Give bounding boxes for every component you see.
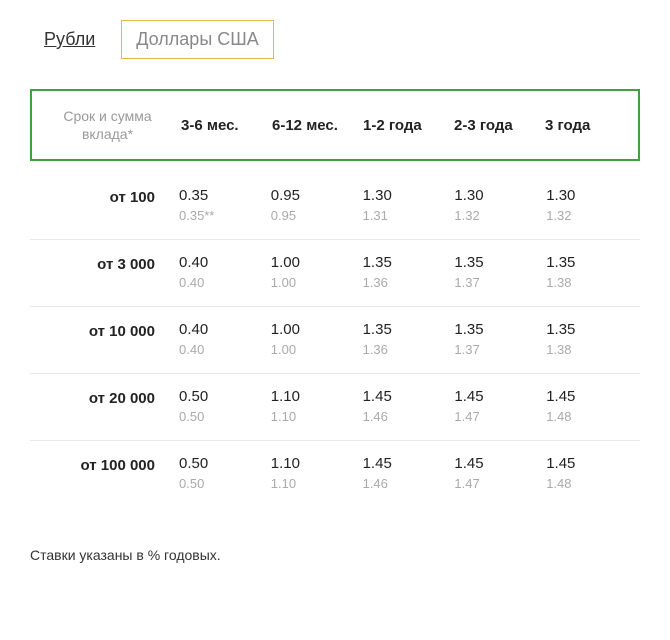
rate-cell: 1.35 1.38 xyxy=(540,321,632,357)
rate-secondary: 1.00 xyxy=(271,275,357,290)
col-head: 6-12 мес. xyxy=(266,117,357,134)
rate-cell: 0.40 0.40 xyxy=(173,254,265,290)
rate-cell: 1.10 1.10 xyxy=(265,455,357,491)
rate-secondary: 0.50 xyxy=(179,409,265,424)
rate-cell: 1.00 1.00 xyxy=(265,321,357,357)
rate-primary: 1.45 xyxy=(363,388,449,405)
row-label: от 10 000 xyxy=(38,321,173,357)
rate-cell: 1.45 1.46 xyxy=(357,455,449,491)
rate-cell: 1.00 1.00 xyxy=(265,254,357,290)
rate-secondary: 1.46 xyxy=(363,409,449,424)
rate-secondary: 1.37 xyxy=(454,275,540,290)
table-row: от 10 0000.400.401.001.001.351.361.351.3… xyxy=(30,307,640,374)
rate-primary: 1.35 xyxy=(454,321,540,338)
rate-secondary: 1.32 xyxy=(546,208,632,223)
rate-secondary: 1.10 xyxy=(271,476,357,491)
table-header-row: Срок и сумма вклада* 3-6 мес. 6-12 мес. … xyxy=(30,89,640,161)
rate-primary: 1.35 xyxy=(546,321,632,338)
rate-secondary: 1.37 xyxy=(454,342,540,357)
col-head: 3-6 мес. xyxy=(175,117,266,134)
rate-primary: 1.35 xyxy=(363,254,449,271)
rate-secondary: 1.47 xyxy=(454,409,540,424)
rate-cell: 1.30 1.32 xyxy=(448,187,540,223)
rate-secondary: 0.40 xyxy=(179,342,265,357)
table-row: от 20 0000.500.501.101.101.451.461.451.4… xyxy=(30,374,640,441)
row-header-label: Срок и сумма вклада* xyxy=(40,107,175,143)
rate-primary: 0.95 xyxy=(271,187,357,204)
rate-cell: 1.45 1.47 xyxy=(448,388,540,424)
rate-primary: 0.40 xyxy=(179,321,265,338)
col-head: 2-3 года xyxy=(448,117,539,134)
col-head: 1-2 года xyxy=(357,117,448,134)
rate-primary: 1.45 xyxy=(546,388,632,405)
rate-primary: 1.30 xyxy=(454,187,540,204)
rate-secondary: 1.10 xyxy=(271,409,357,424)
rate-cell: 0.50 0.50 xyxy=(173,388,265,424)
rate-secondary: 0.95 xyxy=(271,208,357,223)
rate-cell: 1.35 1.36 xyxy=(357,321,449,357)
currency-tabs: Рубли Доллары США xyxy=(30,20,640,59)
rate-secondary: 1.48 xyxy=(546,409,632,424)
rate-secondary: 1.38 xyxy=(546,275,632,290)
rate-primary: 1.35 xyxy=(454,254,540,271)
row-label: от 3 000 xyxy=(38,254,173,290)
rate-secondary: 1.36 xyxy=(363,342,449,357)
rate-primary: 1.00 xyxy=(271,254,357,271)
table-row: от 100 0.35 0.35** 0.95 0.95 1.30 1.31 1.30 1.32… xyxy=(30,173,640,240)
tab-usd[interactable]: Доллары США xyxy=(121,20,273,59)
rate-cell: 1.10 1.10 xyxy=(265,388,357,424)
rate-secondary: 1.38 xyxy=(546,342,632,357)
rate-secondary: 1.00 xyxy=(271,342,357,357)
rate-primary: 0.50 xyxy=(179,455,265,472)
rate-primary: 1.10 xyxy=(271,455,357,472)
table-row: от 3 000 0.40 0.40 1.00 1.00 1.35 1.36 1.35 1.37… xyxy=(30,240,640,307)
rate-secondary: 0.50 xyxy=(179,476,265,491)
rate-cell: 1.45 1.48 xyxy=(540,455,632,491)
rates-table: Срок и сумма вклада* 3-6 мес. 6-12 мес. … xyxy=(30,89,640,507)
rate-secondary: 1.46 xyxy=(363,476,449,491)
rate-cell: 0.95 0.95 xyxy=(265,187,357,223)
rate-secondary: 1.47 xyxy=(454,476,540,491)
rate-primary: 0.40 xyxy=(179,254,265,271)
rate-primary: 1.10 xyxy=(271,388,357,405)
rate-cell: 1.35 1.38 xyxy=(540,254,632,290)
rate-primary: 1.35 xyxy=(363,321,449,338)
tab-rubles[interactable]: Рубли xyxy=(30,21,109,58)
col-head: 3 года xyxy=(539,117,630,134)
rate-cell: 0.35 0.35** xyxy=(173,187,265,223)
rate-primary: 0.50 xyxy=(179,388,265,405)
rate-primary: 1.45 xyxy=(454,455,540,472)
rate-cell: 1.35 1.37 xyxy=(448,321,540,357)
row-label: от 100 xyxy=(38,187,173,223)
rate-secondary: 1.48 xyxy=(546,476,632,491)
rate-cell: 1.45 1.48 xyxy=(540,388,632,424)
rate-cell: 0.50 0.50 xyxy=(173,455,265,491)
rate-primary: 1.00 xyxy=(271,321,357,338)
rate-secondary: 1.32 xyxy=(454,208,540,223)
rate-primary: 1.30 xyxy=(546,187,632,204)
rate-cell: 1.45 1.46 xyxy=(357,388,449,424)
table-row: от 100 0000.500.501.101.101.451.461.451.… xyxy=(30,441,640,507)
rate-cell: 1.35 1.37 xyxy=(448,254,540,290)
rate-primary: 1.35 xyxy=(546,254,632,271)
rate-primary: 1.45 xyxy=(454,388,540,405)
rate-primary: 0.35 xyxy=(179,187,265,204)
rate-primary: 1.45 xyxy=(363,455,449,472)
rate-secondary: 0.35** xyxy=(179,208,265,223)
rate-secondary: 1.31 xyxy=(363,208,449,223)
footnote: Ставки указаны в % годовых. xyxy=(30,547,640,563)
rate-cell: 1.30 1.32 xyxy=(540,187,632,223)
rate-primary: 1.30 xyxy=(363,187,449,204)
rate-secondary: 0.40 xyxy=(179,275,265,290)
row-label: от 20 000 xyxy=(38,388,173,424)
rate-cell: 0.40 0.40 xyxy=(173,321,265,357)
row-label: от 100 000 xyxy=(38,455,173,491)
rate-secondary: 1.36 xyxy=(363,275,449,290)
rate-cell: 1.35 1.36 xyxy=(357,254,449,290)
rate-cell: 1.45 1.47 xyxy=(448,455,540,491)
rate-cell: 1.30 1.31 xyxy=(357,187,449,223)
rate-primary: 1.45 xyxy=(546,455,632,472)
